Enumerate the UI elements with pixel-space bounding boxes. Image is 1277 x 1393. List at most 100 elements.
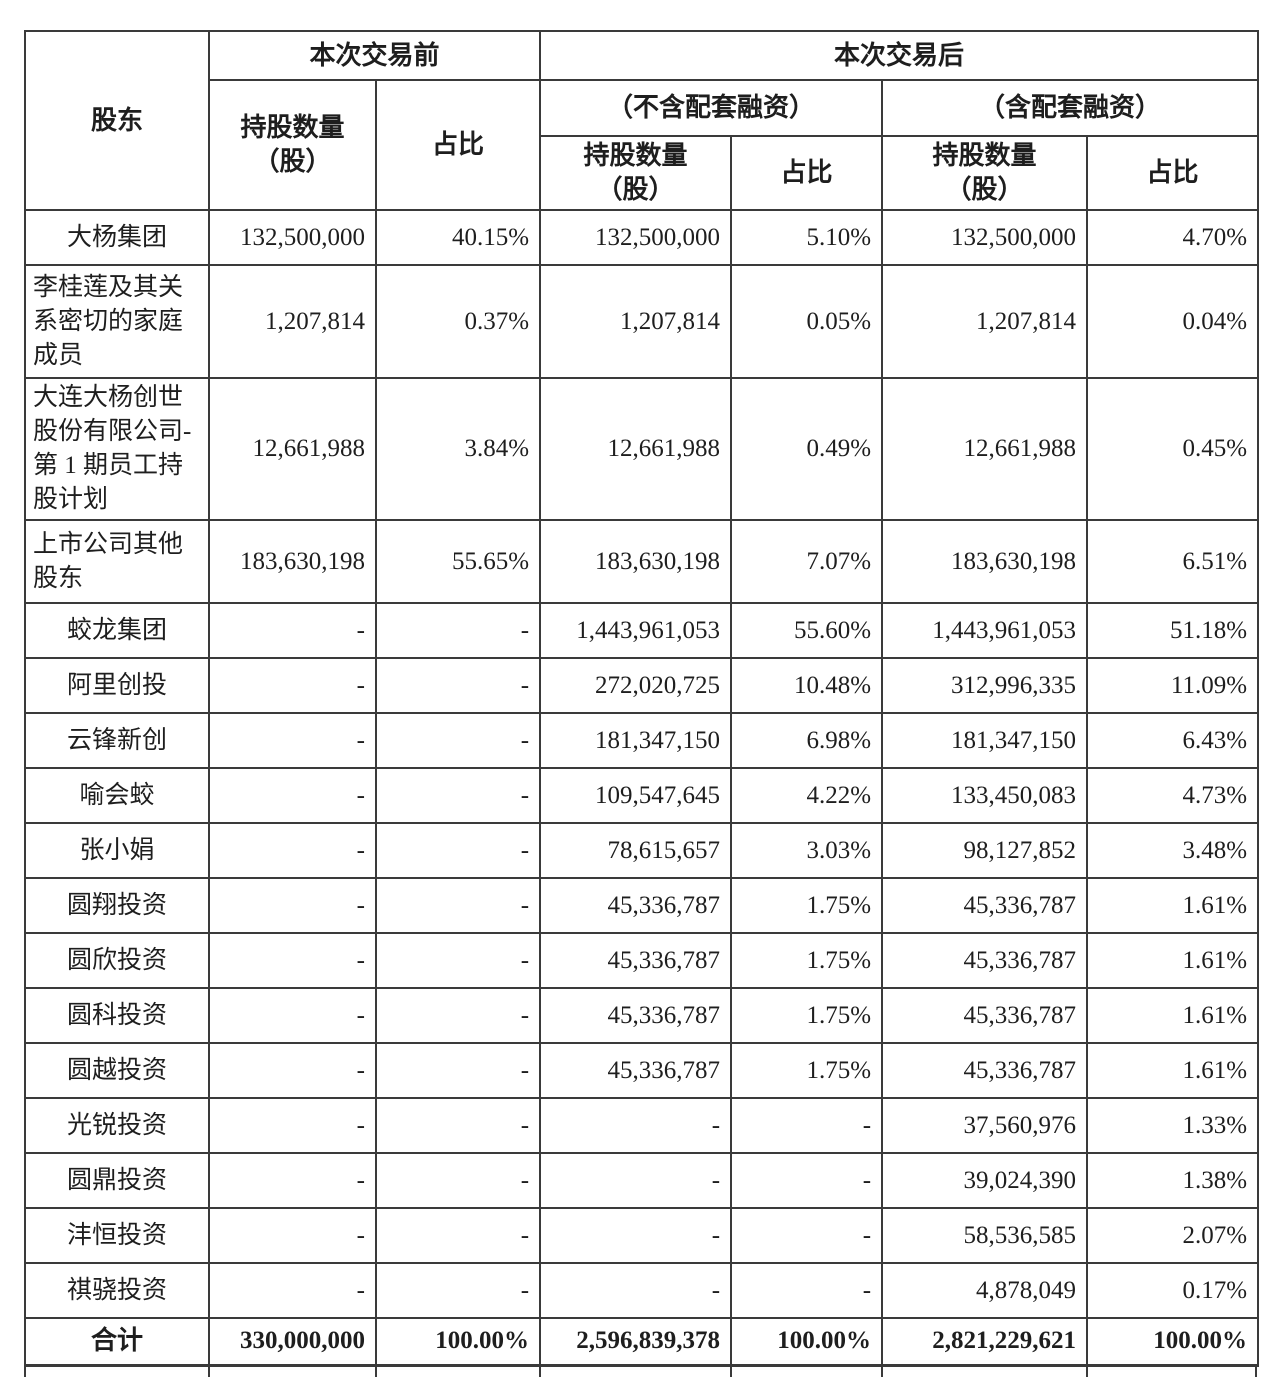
table-footer: 合计 330,000,000 100.00% 2,596,839,378 100… — [24, 1317, 1260, 1367]
value-cell: - — [730, 1152, 884, 1209]
value-cell: 1,443,961,053 — [881, 602, 1089, 659]
shares-label-line1: 持股数量 — [932, 141, 1037, 170]
value-cell: - — [208, 657, 377, 714]
value-cell: 1.75% — [730, 1042, 884, 1099]
value-cell: 1.61% — [1086, 932, 1260, 989]
value-cell: - — [374, 602, 542, 659]
shareholder-name-cell: 李桂莲及其关系密切的家庭成员 — [24, 264, 210, 379]
value-cell: 6.51% — [1086, 519, 1260, 604]
shareholder-name-cell: 圆鼎投资 — [24, 1152, 210, 1209]
table-row: 圆科投资 - -45,336,787 1.75% 45,336,787 1.61% — [24, 987, 1260, 1044]
value-cell: - — [374, 1152, 542, 1209]
shareholder-name-cell: 云锋新创 — [24, 712, 210, 769]
shares-label-line1: 持股数量 — [240, 113, 345, 142]
value-cell: 12,661,988 — [208, 377, 377, 521]
shareholding-table-wrap: 股东 本次交易前 本次交易后 持股数量 （股） 占比 （不含配套融资） （含配套融… — [24, 30, 1260, 1377]
value-cell: 272,020,725 — [539, 657, 733, 714]
value-cell: 1.75% — [730, 932, 884, 989]
value-cell: 2.07% — [1086, 1207, 1260, 1264]
value-cell: 183,630,198 — [539, 519, 733, 604]
shareholder-name-cell: 上市公司其他股东 — [24, 519, 210, 604]
value-cell: - — [374, 987, 542, 1044]
value-cell: 4.73% — [1086, 767, 1260, 824]
shareholder-name-cell: 圆科投资 — [24, 987, 210, 1044]
value-cell: 132,500,000 — [881, 209, 1089, 266]
value-cell: - — [374, 767, 542, 824]
cutoff-row-border — [208, 1366, 210, 1377]
value-cell: - — [208, 1207, 377, 1264]
value-cell: - — [374, 1207, 542, 1264]
value-cell: 181,347,150 — [539, 712, 733, 769]
table-row: 张小娟 - -78,615,657 3.03% 98,127,852 3.48% — [24, 822, 1260, 879]
value-cell: 1.61% — [1086, 987, 1260, 1044]
table-header: 股东 本次交易前 本次交易后 持股数量 （股） 占比 （不含配套融资） （含配套融… — [24, 30, 1260, 211]
value-cell: 1,207,814 — [539, 264, 733, 379]
total-before-shares: 330,000,000 — [208, 1317, 377, 1367]
shareholder-name-cell: 圆翔投资 — [24, 877, 210, 934]
table-row: 大连大杨创世股份有限公司-第 1 期员工持股计划 12,661,988 3.84% 1… — [24, 377, 1260, 521]
table-row: 上市公司其他股东 183,630,198 55.65% 183,630,198 7.07… — [24, 519, 1260, 604]
cutoff-row-border — [1255, 1366, 1257, 1377]
value-cell: 0.17% — [1086, 1262, 1260, 1319]
value-cell: - — [208, 712, 377, 769]
value-cell: 183,630,198 — [881, 519, 1089, 604]
value-cell: - — [374, 1097, 542, 1154]
value-cell: 40.15% — [374, 209, 542, 266]
table-row: 圆越投资 - -45,336,787 1.75% 45,336,787 1.61% — [24, 1042, 1260, 1099]
value-cell: 0.05% — [730, 264, 884, 379]
value-cell: - — [374, 657, 542, 714]
cutoff-row-border — [881, 1366, 883, 1377]
value-cell: 10.48% — [730, 657, 884, 714]
table-row: 云锋新创 - -181,347,150 6.98% 181,347,150 6.43% — [24, 712, 1260, 769]
table-row: 圆鼎投资 - - - -39,024,390 1.38% — [24, 1152, 1260, 1209]
value-cell: 11.09% — [1086, 657, 1260, 714]
value-cell: - — [374, 932, 542, 989]
value-cell: - — [208, 767, 377, 824]
value-cell: 45,336,787 — [881, 1042, 1089, 1099]
value-cell: 4.22% — [730, 767, 884, 824]
value-cell: 1.75% — [730, 987, 884, 1044]
value-cell: 51.18% — [1086, 602, 1260, 659]
value-cell: 3.48% — [1086, 822, 1260, 879]
shareholder-name-cell: 祺骁投资 — [24, 1262, 210, 1319]
shares-label-line2: （股） — [945, 175, 1024, 204]
shareholder-name-cell: 喻会蛟 — [24, 767, 210, 824]
value-cell: - — [374, 1042, 542, 1099]
value-cell: 4.70% — [1086, 209, 1260, 266]
shareholding-table: 股东 本次交易前 本次交易后 持股数量 （股） 占比 （不含配套融资） （含配套融… — [24, 30, 1260, 1367]
value-cell: 45,336,787 — [881, 987, 1089, 1044]
value-cell: 45,336,787 — [539, 1042, 733, 1099]
value-cell: 37,560,976 — [881, 1097, 1089, 1154]
shares-label-line1: 持股数量 — [583, 141, 688, 170]
value-cell: 0.45% — [1086, 377, 1260, 521]
value-cell: - — [539, 1097, 733, 1154]
value-cell: 12,661,988 — [539, 377, 733, 521]
value-cell: 181,347,150 — [881, 712, 1089, 769]
value-cell: 132,500,000 — [208, 209, 377, 266]
value-cell: 3.84% — [374, 377, 542, 521]
header-without-financing: （不含配套融资） — [539, 79, 884, 137]
value-cell: 1,207,814 — [208, 264, 377, 379]
header-with-financing: （含配套融资） — [881, 79, 1260, 137]
value-cell: - — [208, 932, 377, 989]
table-row: 喻会蛟 - -109,547,645 4.22% 133,450,083 4.73% — [24, 767, 1260, 824]
value-cell: 1.61% — [1086, 1042, 1260, 1099]
header-after-transaction: 本次交易后 — [539, 30, 1260, 81]
value-cell: 55.65% — [374, 519, 542, 604]
table-row: 阿里创投 - -272,020,725 10.48% 312,996,335 11.09% — [24, 657, 1260, 714]
value-cell: - — [730, 1097, 884, 1154]
value-cell: 1.61% — [1086, 877, 1260, 934]
value-cell: 133,450,083 — [881, 767, 1089, 824]
table-body: 大杨集团 132,500,000 40.15% 132,500,000 5.10% 132… — [24, 209, 1260, 1319]
value-cell: - — [208, 987, 377, 1044]
cutoff-row-border — [730, 1366, 732, 1377]
value-cell: 6.43% — [1086, 712, 1260, 769]
value-cell: 45,336,787 — [539, 987, 733, 1044]
cutoff-row-border — [375, 1366, 377, 1377]
header-shareholder: 股东 — [24, 30, 210, 211]
value-cell: 0.04% — [1086, 264, 1260, 379]
shareholder-name-cell: 阿里创投 — [24, 657, 210, 714]
shareholder-name-cell: 大连大杨创世股份有限公司-第 1 期员工持股计划 — [24, 377, 210, 521]
total-before-ratio: 100.00% — [374, 1317, 542, 1367]
table-row: 沣恒投资 - - - -58,536,585 2.07% — [24, 1207, 1260, 1264]
